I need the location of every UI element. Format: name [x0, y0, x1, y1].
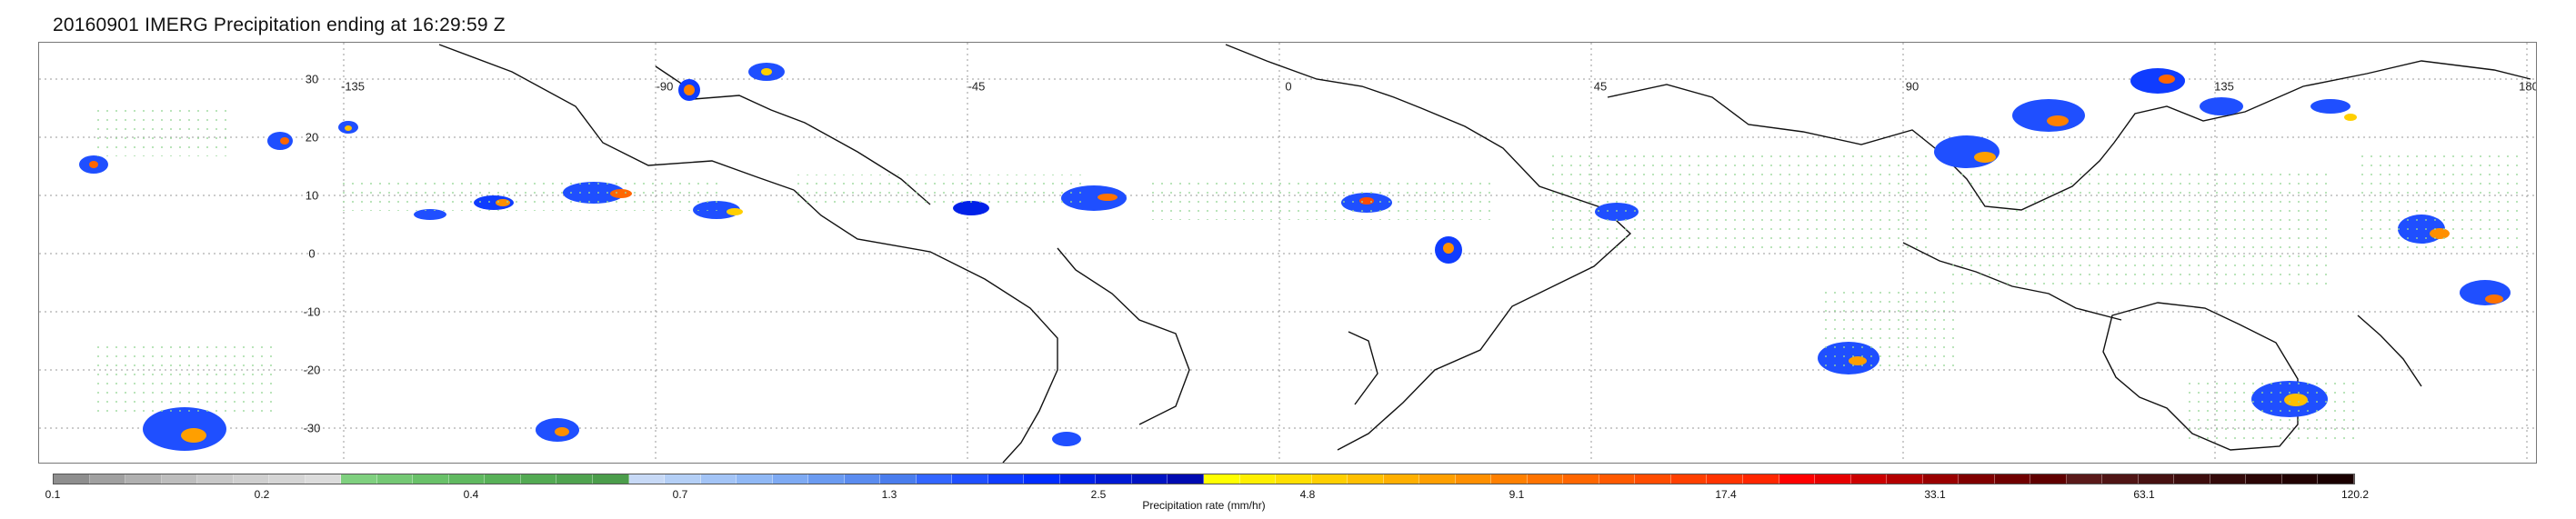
- page-title: 20160901 IMERG Precipitation ending at 1…: [53, 15, 506, 35]
- lat-label-neg30: -30: [303, 421, 321, 435]
- colorbar-swatch: [1096, 474, 1132, 484]
- colorbar-swatch: [844, 474, 881, 484]
- colorbar-tick: 120.2: [2340, 488, 2370, 501]
- colorbar-swatch: [1815, 474, 1851, 484]
- colorbar-tick: 0.2: [254, 488, 270, 501]
- colorbar-tick: 0.7: [672, 488, 688, 501]
- colorbar-tick: 4.8: [1299, 488, 1316, 501]
- colorbar-swatch: [2318, 474, 2354, 484]
- lon-label-90: 90: [1905, 79, 1919, 94]
- lat-label-neg20: -20: [303, 363, 321, 377]
- colorbar-tick: 0.4: [463, 488, 479, 501]
- colorbar-label: Precipitation rate (mm/hr): [1142, 499, 1266, 512]
- colorbar-swatch: [1850, 474, 1888, 484]
- lat-label-10: 10: [305, 188, 319, 203]
- lon-label-180: 180: [2519, 79, 2537, 94]
- colorbar-swatch: [305, 474, 342, 484]
- colorbar-swatch: [665, 474, 701, 484]
- colorbar-swatch: [556, 474, 593, 484]
- colorbar-swatch: [1204, 474, 1240, 484]
- colorbar-swatch: [808, 474, 845, 484]
- colorbar-swatch: [376, 474, 414, 484]
- colorbar-swatches: [53, 474, 2355, 484]
- colorbar-swatch: [125, 474, 162, 484]
- colorbar-tick: 9.1: [1509, 488, 1525, 501]
- colorbar-swatch: [54, 474, 90, 484]
- colorbar-swatch: [485, 474, 521, 484]
- colorbar-swatch: [413, 474, 449, 484]
- precipitation-map: -135 -90 -45 0 45 90 135 180 30 20 10 0 …: [38, 42, 2537, 464]
- lat-label-neg10: -10: [303, 304, 321, 319]
- colorbar-swatch: [269, 474, 306, 484]
- colorbar-swatch: [1024, 474, 1060, 484]
- colorbar-tick: 33.1: [1924, 488, 1946, 501]
- lon-label-neg90: -90: [656, 79, 674, 94]
- colorbar-swatch: [2174, 474, 2210, 484]
- lat-label-20: 20: [305, 130, 319, 145]
- colorbar-swatch: [592, 474, 629, 484]
- colorbar-swatch: [628, 474, 666, 484]
- lon-label-neg45: -45: [967, 79, 986, 94]
- colorbar-swatch: [233, 474, 270, 484]
- colorbar-swatch: [1635, 474, 1671, 484]
- lat-label-0: 0: [308, 246, 316, 261]
- colorbar-swatch: [1276, 474, 1312, 484]
- lon-label-45: 45: [1593, 79, 1608, 94]
- colorbar-swatch: [1670, 474, 1708, 484]
- colorbar-swatch: [1994, 474, 2031, 484]
- colorbar-swatch: [1742, 474, 1779, 484]
- colorbar-swatch: [1959, 474, 1995, 484]
- colorbar-swatch: [1527, 474, 1564, 484]
- colorbar-tick: 2.5: [1090, 488, 1107, 501]
- colorbar-swatch: [1168, 474, 1204, 484]
- colorbar-tick: 17.4: [1715, 488, 1737, 501]
- colorbar-swatch: [89, 474, 126, 484]
- colorbar-swatch: [700, 474, 737, 484]
- map-graphic: [39, 43, 2536, 463]
- colorbar-swatch: [880, 474, 917, 484]
- colorbar-swatch: [520, 474, 557, 484]
- colorbar-swatch: [987, 474, 1025, 484]
- colorbar-swatch: [772, 474, 809, 484]
- colorbar-swatch: [1059, 474, 1097, 484]
- lon-label-0: 0: [1285, 79, 1292, 94]
- colorbar-swatch: [1131, 474, 1168, 484]
- colorbar: 0.1 0.2 0.4 0.7 1.3 2.5 4.8 9.1 17.4 33.…: [45, 474, 2369, 519]
- colorbar-swatch: [1563, 474, 1599, 484]
- colorbar-swatch: [952, 474, 988, 484]
- colorbar-swatch: [2210, 474, 2247, 484]
- colorbar-swatch: [2281, 474, 2319, 484]
- colorbar-swatch: [1311, 474, 1348, 484]
- colorbar-swatch: [1599, 474, 1636, 484]
- colorbar-swatch: [737, 474, 773, 484]
- colorbar-swatch: [1348, 474, 1384, 484]
- colorbar-swatch: [1922, 474, 1960, 484]
- lon-label-135: 135: [2214, 79, 2234, 94]
- colorbar-swatch: [1383, 474, 1420, 484]
- colorbar-swatch: [2246, 474, 2282, 484]
- lat-label-30: 30: [305, 72, 319, 86]
- colorbar-swatch: [1707, 474, 1743, 484]
- lon-label-neg135: -135: [340, 79, 366, 94]
- colorbar-swatch: [2138, 474, 2175, 484]
- colorbar-swatch: [1239, 474, 1277, 484]
- colorbar-swatch: [2102, 474, 2139, 484]
- colorbar-swatch: [448, 474, 486, 484]
- colorbar-swatch: [1779, 474, 1816, 484]
- colorbar-swatch: [2066, 474, 2103, 484]
- colorbar-swatch: [916, 474, 953, 484]
- colorbar-swatch: [2030, 474, 2067, 484]
- light-precipitation: [94, 106, 2521, 443]
- colorbar-swatch: [1419, 474, 1456, 484]
- colorbar-tick: 63.1: [2133, 488, 2155, 501]
- colorbar-swatch: [341, 474, 377, 484]
- colorbar-tick: 0.1: [45, 488, 61, 501]
- colorbar-tick: 1.3: [881, 488, 897, 501]
- colorbar-swatch: [161, 474, 198, 484]
- colorbar-swatch: [1455, 474, 1492, 484]
- colorbar-swatch: [1887, 474, 1923, 484]
- colorbar-swatch: [1491, 474, 1528, 484]
- colorbar-swatch: [197, 474, 234, 484]
